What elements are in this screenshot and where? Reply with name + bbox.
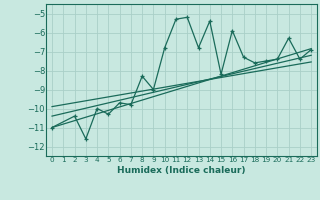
- X-axis label: Humidex (Indice chaleur): Humidex (Indice chaleur): [117, 166, 246, 175]
